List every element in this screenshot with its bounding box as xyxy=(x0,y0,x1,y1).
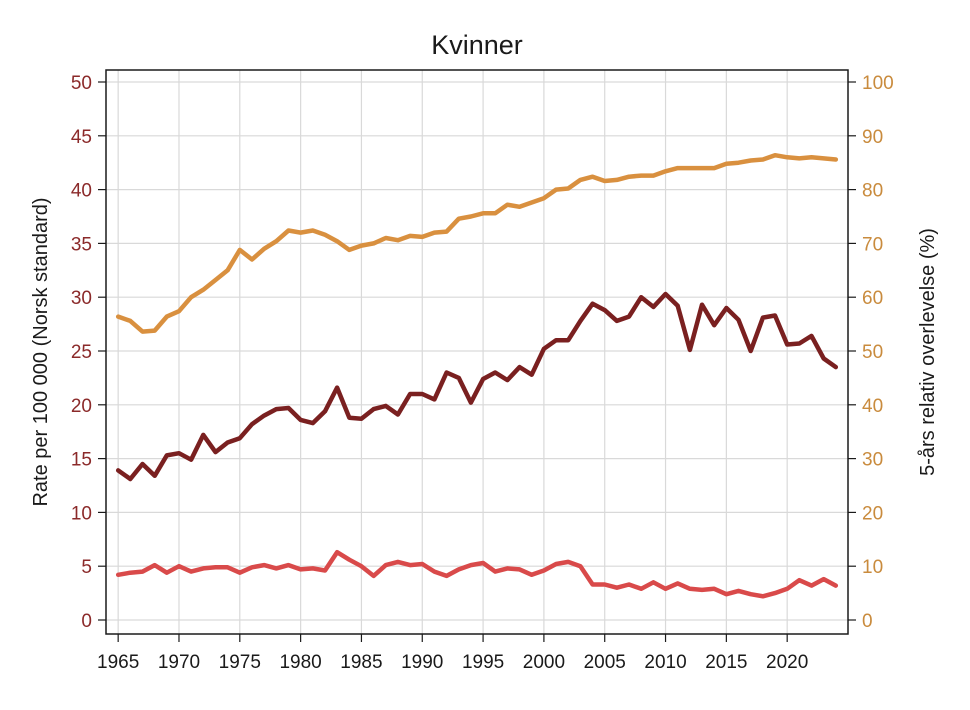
x-tick-label: 2000 xyxy=(523,652,565,673)
y-right-tick-label: 80 xyxy=(862,181,883,202)
x-tick-label: 2005 xyxy=(584,652,626,673)
data-series xyxy=(115,152,839,599)
y-right-tick-label: 60 xyxy=(862,288,883,309)
y-left-tick-label: 15 xyxy=(71,450,92,471)
y-right-tick-label: 90 xyxy=(862,127,883,148)
x-tick-label: 2020 xyxy=(766,652,808,673)
y-right-tick-label: 70 xyxy=(862,234,883,255)
chart-title: Kvinner xyxy=(431,30,523,60)
x-tick-label: 1995 xyxy=(462,652,504,673)
y-right-tick-label: 40 xyxy=(862,396,883,417)
x-tick-label: 1975 xyxy=(219,652,261,673)
x-tick-label: 1970 xyxy=(158,652,200,673)
y-left-tick-label: 0 xyxy=(81,611,92,632)
y-right-tick-label: 30 xyxy=(862,450,883,471)
y-left-tick-label: 45 xyxy=(71,127,92,148)
y-axis-right-label: 5-års relativ overlevelse (%) xyxy=(917,228,939,476)
gridlines xyxy=(106,70,848,634)
y-left-tick-label: 5 xyxy=(81,557,92,578)
y-right-tick-label: 20 xyxy=(862,503,883,524)
y-left-tick-label: 35 xyxy=(71,234,92,255)
y-left-tick-label: 50 xyxy=(71,73,92,94)
x-tick-label: 1985 xyxy=(340,652,382,673)
series-line-2 xyxy=(115,291,839,482)
y-left-tick-label: 25 xyxy=(71,342,92,363)
y-left-tick-label: 40 xyxy=(71,181,92,202)
x-tick-label: 2015 xyxy=(705,652,747,673)
y-right-tick-label: 0 xyxy=(862,611,873,632)
y-right-tick-label: 100 xyxy=(862,73,894,94)
y-left-tick-label: 10 xyxy=(71,503,92,524)
x-tick-label: 2010 xyxy=(644,652,686,673)
series-line-1 xyxy=(115,152,839,334)
y-left-tick-label: 30 xyxy=(71,288,92,309)
x-tick-label: 1990 xyxy=(401,652,443,673)
y-right-tick-label: 50 xyxy=(862,342,883,363)
x-tick-label: 1965 xyxy=(97,652,139,673)
x-tick-label: 1980 xyxy=(279,652,321,673)
y-right-tick-label: 10 xyxy=(862,557,883,578)
y-axis-left-label: Rate per 100 000 (Norsk standard) xyxy=(30,197,52,506)
axis-ticks: 0 5 10 15 20 25 30 35 40 45 50 0 10 20 30 40 50 60 70 80 90 1… xyxy=(71,73,894,673)
plot-area-frame xyxy=(105,69,849,635)
series-line-3 xyxy=(115,549,839,599)
y-left-tick-label: 20 xyxy=(71,396,92,417)
